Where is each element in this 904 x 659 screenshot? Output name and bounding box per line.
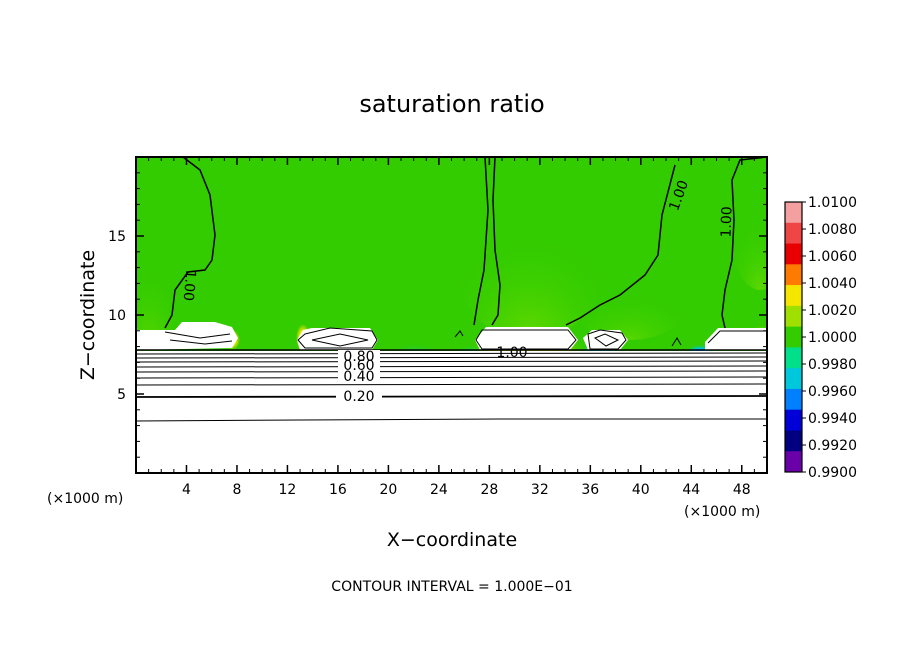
contour-line — [164, 157, 216, 329]
colorbar-swatch — [785, 243, 802, 265]
y-tick-label: 15 — [108, 229, 126, 245]
colorbar-swatch — [785, 202, 802, 224]
contour-interval-text: CONTOUR INTERVAL = 1.000E−01 — [331, 579, 572, 595]
colorbar-swatch — [785, 285, 802, 307]
contour-line — [593, 333, 620, 347]
colorbar-swatch — [785, 451, 802, 473]
x-axis-title: X−coordinate — [387, 529, 517, 551]
x-tick-label: 48 — [733, 482, 751, 498]
contour-line — [136, 356, 767, 359]
contour-line — [164, 331, 231, 339]
field-patch — [136, 210, 180, 350]
colorbar-label: 0.9920 — [808, 438, 857, 454]
contour-line — [136, 418, 767, 422]
colorbar-label: 1.0000 — [808, 330, 857, 346]
contour-line — [671, 337, 682, 347]
z-unit-label: (×1000 m) — [47, 491, 123, 507]
contour-line — [587, 329, 627, 350]
contour-line — [475, 329, 577, 350]
chart-title: saturation ratio — [359, 90, 544, 118]
colorbar-swatch — [785, 368, 802, 390]
colorbar-label: 0.9940 — [808, 411, 857, 427]
cloud-region — [297, 328, 378, 350]
x-tick-label: 40 — [632, 482, 650, 498]
contour-line — [169, 339, 233, 345]
contour-label: 1.00 — [180, 269, 199, 301]
cloud-region — [705, 328, 767, 350]
contour-label: 0.80 — [343, 349, 374, 365]
contour-line — [454, 330, 464, 338]
x-tick-label: 28 — [480, 482, 498, 498]
contour-lines — [136, 157, 767, 422]
contour-line — [136, 360, 767, 363]
contour-line — [136, 383, 767, 386]
contour-label: 0.20 — [343, 389, 374, 405]
contour-label-box — [336, 389, 382, 403]
colorbar-label: 1.0040 — [808, 276, 857, 292]
contour-label: 0.40 — [343, 369, 374, 385]
field-patch — [570, 260, 690, 340]
contour-line — [136, 365, 767, 368]
contour-labels: 1.00 1.00 1.00 1.00 0.80 0.60 0.40 0.20 — [180, 178, 736, 405]
contour-label: 1.00 — [718, 206, 735, 238]
x-tick-label: 4 — [182, 482, 191, 498]
colorbar-swatch — [785, 264, 802, 286]
contour-line — [136, 352, 767, 355]
colorbar-label: 0.9980 — [808, 357, 857, 373]
contour-line — [721, 157, 767, 329]
colorbar: 1.0100 1.0080 1.0060 1.0040 1.0020 1.0000 0.99… — [784, 195, 857, 481]
colorbar-swatch — [785, 409, 802, 431]
contour-line — [707, 330, 767, 344]
contour-label: 1.00 — [496, 345, 527, 361]
contour-line — [136, 370, 767, 373]
contour-line — [491, 157, 501, 326]
contour-line — [136, 376, 767, 379]
colorbar-label: 0.9960 — [808, 384, 857, 400]
y-axis-title: Z−coordinate — [77, 250, 99, 380]
colorbar-swatch — [785, 388, 802, 411]
colorbar-swatch — [785, 222, 802, 245]
contour-line — [311, 333, 369, 347]
contour-line — [297, 327, 378, 349]
plot-area — [136, 157, 767, 473]
colorbar-swatch — [785, 347, 802, 369]
x-tick-label: 12 — [279, 482, 297, 498]
x-tick-label: 36 — [581, 482, 599, 498]
y-axis-ticks: 5 10 15 — [108, 172, 767, 458]
field-patch — [730, 170, 767, 290]
colorbar-swatch — [785, 430, 802, 452]
x-tick-label: 16 — [329, 482, 347, 498]
colorbar-label: 1.0080 — [808, 222, 857, 238]
x-tick-label: 20 — [379, 482, 397, 498]
colorbar-label: 1.0020 — [808, 303, 857, 319]
x-tick-label: 44 — [682, 482, 700, 498]
contour-line — [565, 164, 676, 326]
colorbar-label: 0.9900 — [808, 465, 857, 481]
x-axis-ticks: 4 8 12 16 20 24 28 32 36 40 44 48 — [148, 157, 755, 498]
y-tick-label: 10 — [108, 308, 126, 324]
colorbar-swatch — [785, 305, 802, 328]
x-unit-label: (×1000 m) — [684, 504, 760, 520]
x-tick-label: 24 — [430, 482, 448, 498]
contour-line — [136, 395, 767, 398]
colorbar-label: 1.0060 — [808, 249, 857, 265]
cloud-region — [583, 330, 628, 350]
y-tick-label: 5 — [117, 387, 126, 403]
contour-label-box — [338, 350, 380, 363]
x-tick-label: 8 — [232, 482, 241, 498]
subsaturated-layer — [136, 351, 767, 473]
colorbar-label: 1.0100 — [808, 195, 857, 211]
cloud-region — [475, 327, 578, 350]
contour-label: 0.60 — [343, 358, 374, 374]
contour-line — [473, 157, 489, 326]
x-tick-label: 32 — [531, 482, 549, 498]
colorbar-swatch — [785, 326, 802, 348]
contour-label-box — [338, 370, 380, 383]
